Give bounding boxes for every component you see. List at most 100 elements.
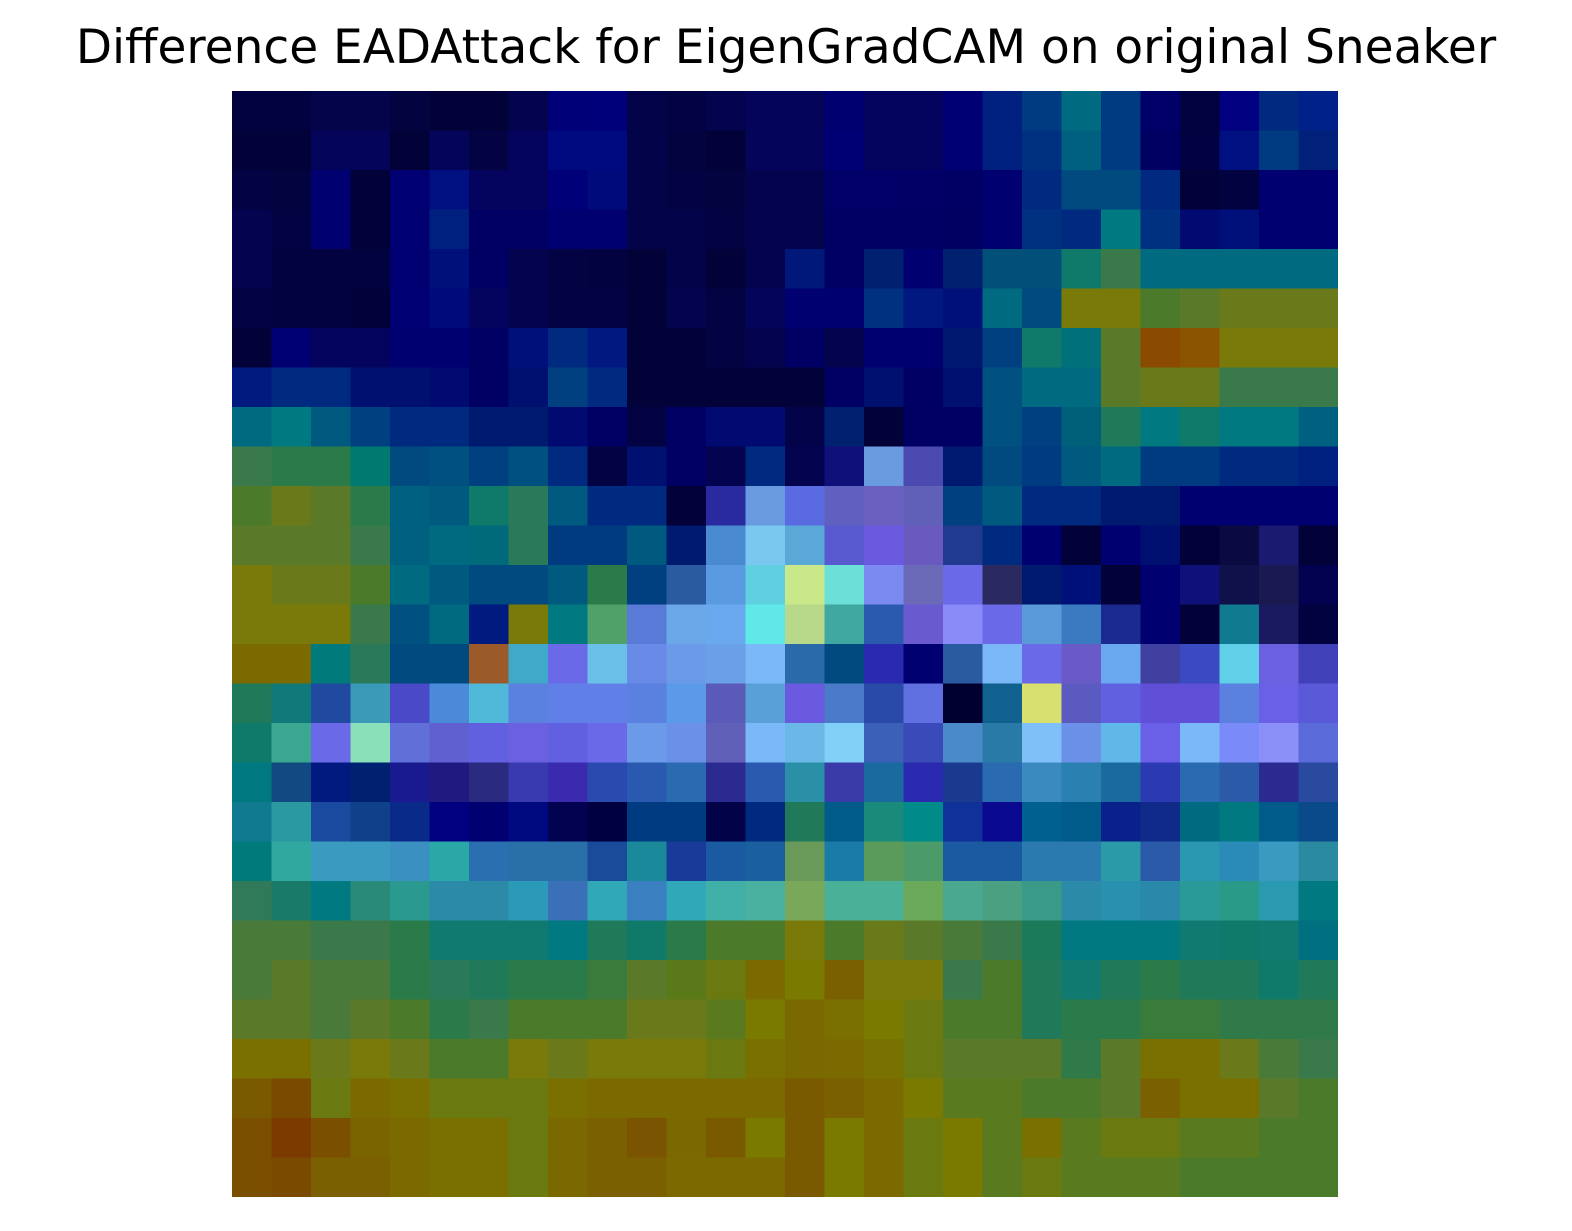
heatmap-cell xyxy=(1101,249,1142,290)
heatmap-cell xyxy=(745,881,786,922)
heatmap-cell xyxy=(271,446,312,487)
heatmap-cell xyxy=(311,1157,352,1197)
heatmap-cell xyxy=(1259,288,1300,329)
heatmap-cell xyxy=(508,604,549,645)
heatmap-cell xyxy=(587,288,628,329)
heatmap-cell xyxy=(785,170,826,211)
heatmap-cell xyxy=(1140,802,1181,843)
heatmap-cell xyxy=(864,407,905,448)
heatmap-cell xyxy=(745,1118,786,1159)
heatmap-cell xyxy=(1219,881,1260,922)
heatmap-cell xyxy=(390,1039,431,1080)
heatmap-cell xyxy=(1219,209,1260,250)
heatmap-cell xyxy=(982,683,1023,724)
heatmap-cell xyxy=(706,525,747,566)
heatmap-cell xyxy=(271,960,312,1001)
heatmap-cell xyxy=(706,1078,747,1119)
heatmap-cell xyxy=(390,683,431,724)
heatmap-cell xyxy=(1180,802,1221,843)
heatmap-cell xyxy=(943,881,984,922)
heatmap-cell xyxy=(508,1078,549,1119)
heatmap-cell xyxy=(508,1039,549,1080)
heatmap-cell xyxy=(785,1157,826,1197)
heatmap-cell xyxy=(864,881,905,922)
heatmap-cell xyxy=(350,604,391,645)
heatmap-cell xyxy=(508,288,549,329)
heatmap-cell xyxy=(1219,91,1260,132)
heatmap-cell xyxy=(864,841,905,882)
heatmap-cell xyxy=(271,525,312,566)
heatmap-cell xyxy=(943,1118,984,1159)
heatmap-cell xyxy=(982,91,1023,132)
heatmap-cell xyxy=(824,920,865,961)
heatmap-cell xyxy=(1022,920,1063,961)
heatmap-cell xyxy=(785,762,826,803)
heatmap-cell xyxy=(864,486,905,527)
heatmap-cell xyxy=(706,367,747,408)
heatmap-cell xyxy=(943,565,984,606)
heatmap-cell xyxy=(311,802,352,843)
heatmap-cell xyxy=(627,762,668,803)
heatmap-cell xyxy=(1219,367,1260,408)
heatmap-cell xyxy=(785,130,826,171)
heatmap-cell xyxy=(232,999,273,1040)
heatmap-cell xyxy=(785,683,826,724)
heatmap-cell xyxy=(1219,1078,1260,1119)
heatmap-cell xyxy=(1140,920,1181,961)
heatmap-cell xyxy=(232,170,273,211)
heatmap-cell xyxy=(311,1118,352,1159)
heatmap-cell xyxy=(982,920,1023,961)
heatmap-cell xyxy=(350,486,391,527)
heatmap-cell xyxy=(232,841,273,882)
heatmap-cell xyxy=(627,288,668,329)
heatmap-cell xyxy=(350,1118,391,1159)
heatmap-cell xyxy=(785,328,826,369)
heatmap-cell xyxy=(1022,328,1063,369)
heatmap-cell xyxy=(232,209,273,250)
heatmap-cell xyxy=(232,91,273,132)
heatmap-cell xyxy=(390,1118,431,1159)
heatmap-cell xyxy=(311,249,352,290)
heatmap-cell xyxy=(1101,1118,1142,1159)
heatmap-cell xyxy=(982,1039,1023,1080)
heatmap-cell xyxy=(508,920,549,961)
heatmap-cell xyxy=(1101,525,1142,566)
heatmap-cell xyxy=(271,1118,312,1159)
heatmap-cell xyxy=(1140,604,1181,645)
heatmap-cell xyxy=(745,683,786,724)
heatmap-cell xyxy=(666,920,707,961)
heatmap-cell xyxy=(785,249,826,290)
heatmap-cell xyxy=(1061,920,1102,961)
heatmap-cell xyxy=(864,525,905,566)
heatmap-cell xyxy=(429,802,470,843)
heatmap-cell xyxy=(1061,407,1102,448)
heatmap-cell xyxy=(1140,288,1181,329)
heatmap-cell xyxy=(627,920,668,961)
heatmap-cell xyxy=(864,644,905,685)
heatmap-cell xyxy=(982,1157,1023,1197)
heatmap-cell xyxy=(982,1078,1023,1119)
heatmap-cell xyxy=(350,288,391,329)
heatmap-cell xyxy=(1101,841,1142,882)
heatmap-cell xyxy=(429,91,470,132)
heatmap-cell xyxy=(982,525,1023,566)
heatmap-cell xyxy=(864,999,905,1040)
heatmap-cell xyxy=(271,999,312,1040)
heatmap-cell xyxy=(1298,328,1338,369)
heatmap-cell xyxy=(943,762,984,803)
heatmap-cell xyxy=(429,999,470,1040)
heatmap-cell xyxy=(548,328,589,369)
heatmap-cell xyxy=(943,960,984,1001)
heatmap-cell xyxy=(864,802,905,843)
heatmap-cell xyxy=(1140,841,1181,882)
heatmap-cell xyxy=(390,960,431,1001)
heatmap-cell xyxy=(1180,723,1221,764)
heatmap-cell xyxy=(469,446,510,487)
heatmap-cell xyxy=(390,367,431,408)
heatmap-cell xyxy=(982,486,1023,527)
heatmap-cell xyxy=(1180,604,1221,645)
heatmap-cell xyxy=(1259,920,1300,961)
heatmap-cell xyxy=(1259,486,1300,527)
heatmap-cell xyxy=(903,604,944,645)
heatmap-cell xyxy=(1140,1118,1181,1159)
